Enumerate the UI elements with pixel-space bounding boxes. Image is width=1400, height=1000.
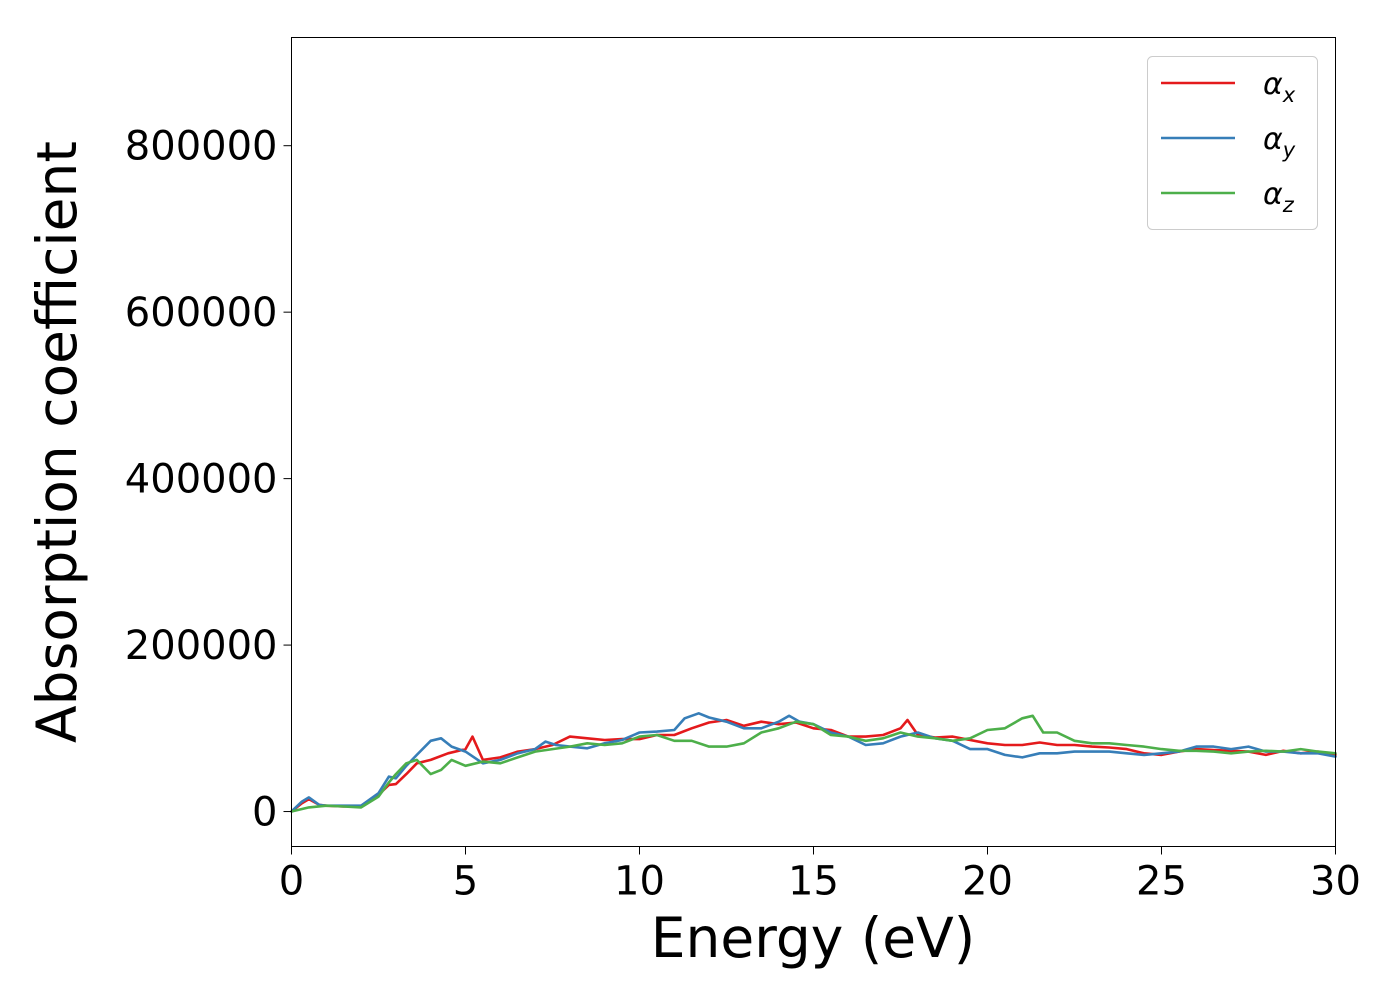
legend: αx αy αz — [1147, 56, 1318, 230]
y-axis-ticks: 0 200000 400000 600000 800000 — [125, 124, 292, 836]
x-tick-label: 15 — [788, 859, 839, 905]
series-line-z — [290, 714, 1337, 813]
x-tick-label: 10 — [614, 859, 665, 905]
y-tick-label: 400000 — [125, 457, 278, 503]
series-lines — [290, 712, 1337, 813]
legend-label-x: αx — [1263, 67, 1296, 107]
legend-label-y: αy — [1263, 122, 1296, 162]
x-axis-ticks: 0 5 10 15 20 25 30 — [279, 846, 1361, 905]
y-tick-label: 600000 — [125, 290, 278, 336]
y-axis-label: Absorption coefficient — [25, 141, 89, 743]
x-tick-label: 30 — [1310, 859, 1361, 905]
series-line-y — [290, 712, 1337, 813]
y-tick-label: 200000 — [125, 623, 278, 669]
legend-label-z: αz — [1263, 177, 1295, 217]
x-tick-label: 25 — [1136, 859, 1187, 905]
x-tick-label: 20 — [962, 859, 1013, 905]
x-axis-label: Energy (eV) — [651, 906, 975, 970]
y-tick-label: 800000 — [125, 124, 278, 170]
y-tick-label: 0 — [252, 790, 277, 836]
series-line-x — [290, 718, 1337, 813]
legend-frame — [1147, 56, 1318, 230]
x-tick-label: 0 — [279, 859, 304, 905]
x-tick-label: 5 — [453, 859, 478, 905]
